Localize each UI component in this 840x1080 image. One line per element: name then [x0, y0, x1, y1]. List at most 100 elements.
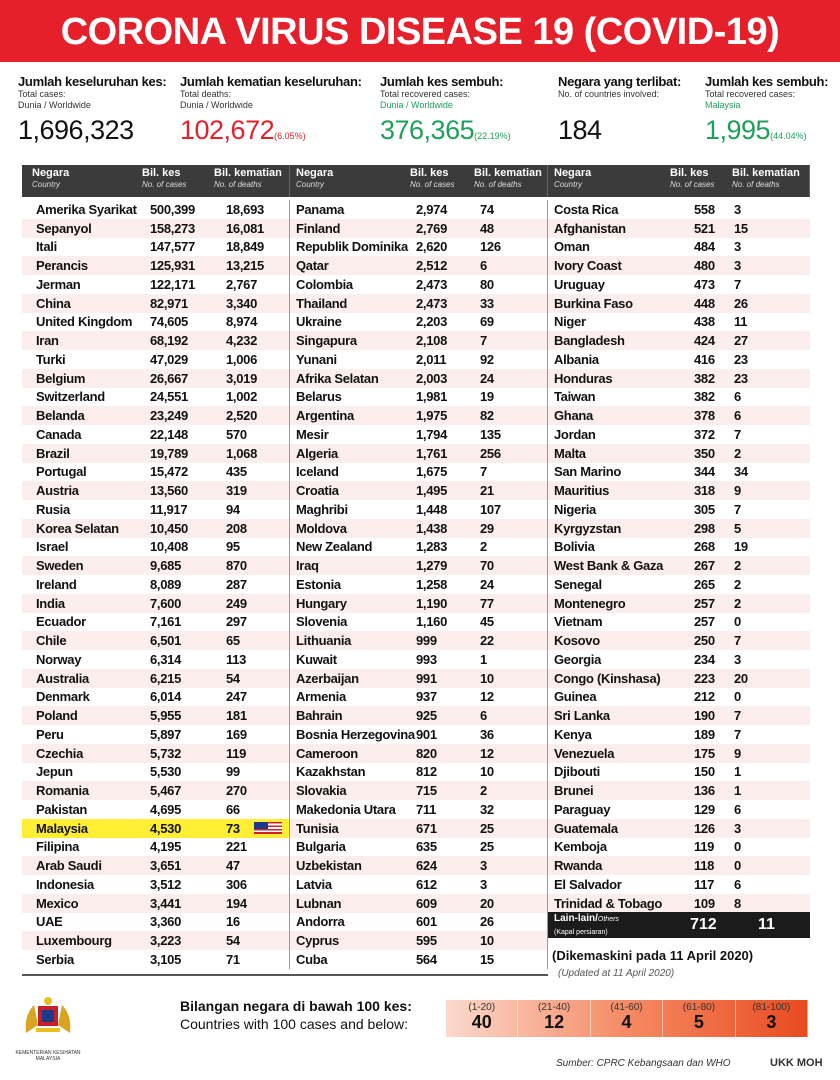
case-count: 6,215 — [150, 670, 182, 686]
country-name: Malaysia — [36, 820, 88, 836]
case-count: 382 — [694, 389, 715, 405]
table-row: United Kingdom 74,605 8,974 — [22, 313, 289, 332]
table-row: Israel 10,408 95 — [22, 538, 289, 557]
case-count: 612 — [416, 876, 437, 892]
header-country: Negara Country — [32, 168, 69, 190]
death-count: 26 — [734, 295, 748, 311]
death-count: 80 — [480, 276, 494, 292]
death-count: 2 — [734, 445, 741, 461]
header-cases: Bil. kes No. of cases — [142, 168, 186, 190]
bin-range: (61-80) — [682, 1002, 716, 1013]
case-count: 1,495 — [416, 483, 448, 499]
table-row: Guatemala 126 3 — [548, 818, 810, 838]
table-row: Uruguay 473 7 — [548, 275, 810, 294]
death-count: 20 — [734, 670, 748, 686]
table-row: West Bank & Gaza 267 2 — [548, 556, 810, 575]
case-count: 19,789 — [150, 445, 188, 461]
case-count: 991 — [416, 670, 437, 686]
country-name: Makedonia Utara — [296, 801, 396, 817]
case-count: 10,450 — [150, 520, 188, 536]
case-count: 4,195 — [150, 839, 182, 855]
death-count: 1 — [734, 764, 741, 780]
table-row: Portugal 15,472 435 — [22, 463, 289, 482]
under100-title: Bilangan negara di bawah 100 kes: — [180, 998, 412, 1014]
stat-block: Jumlah kes sembuh: Total recovered cases:… — [380, 74, 511, 146]
table-header-group: Negara Country Bil. kes No. of cases Bil. ke… — [22, 165, 290, 197]
stat-sub: Total deaths: — [180, 89, 232, 99]
case-count: 1,448 — [416, 501, 448, 517]
table-row: Iceland 1,675 7 — [290, 463, 547, 482]
stat-block: Negara yang terlibat: No. of countries in… — [558, 74, 681, 146]
country-name: Paraguay — [554, 801, 611, 817]
table-row: Peru 5,897 169 — [22, 725, 289, 744]
case-count: 671 — [416, 820, 437, 836]
table-row: Mexico 3,441 194 — [22, 893, 289, 913]
case-count: 999 — [416, 633, 437, 649]
death-count: 77 — [480, 595, 494, 611]
header-deaths-label: Bil. kematian — [732, 167, 800, 179]
death-count: 47 — [226, 858, 240, 874]
table-row: Cyprus 595 10 — [290, 931, 547, 950]
table-column-3: Costa Rica 558 3 Afghanistan 521 15 Oman 484 3 Iv… — [548, 200, 810, 913]
death-count: 71 — [226, 951, 240, 967]
death-count: 208 — [226, 520, 247, 536]
death-count: 6 — [734, 801, 741, 817]
death-count: 73 — [226, 820, 240, 836]
header-deaths-en: No. of deaths — [732, 180, 780, 189]
bin-range: (41-60) — [610, 1002, 643, 1013]
country-name: Switzerland — [36, 389, 105, 405]
country-name: Canada — [36, 426, 82, 442]
country-name: India — [36, 595, 65, 611]
stat-scope: Dunia / Worldwide — [180, 100, 253, 110]
death-count: 19 — [480, 389, 494, 405]
death-count: 3,019 — [226, 370, 258, 386]
death-count: 2 — [734, 576, 741, 592]
country-name: Kenya — [554, 726, 592, 742]
table-row: China 82,971 3,340 — [22, 293, 289, 313]
table-row: Georgia 234 3 — [548, 650, 810, 669]
country-name: Iran — [36, 333, 59, 349]
page-title: CORONA VIRUS DISEASE 19 (COVID-19) — [0, 0, 840, 62]
death-count: 107 — [480, 501, 501, 517]
death-count: 94 — [226, 501, 240, 517]
country-name: Norway — [36, 651, 82, 667]
death-count: 34 — [734, 464, 748, 480]
country-name: Latvia — [296, 876, 332, 892]
table-row: Algeria 1,761 256 — [290, 443, 547, 463]
death-count: 7 — [734, 633, 741, 649]
country-name: Peru — [36, 726, 64, 742]
table-row: UAE 3,360 16 — [22, 913, 289, 932]
country-name: Niger — [554, 314, 586, 330]
country-name: Algeria — [296, 445, 338, 461]
updated-date: (Dikemaskini pada 11 April 2020) — [552, 948, 754, 963]
stat-scope: Dunia / Worldwide — [18, 100, 91, 110]
case-count: 2,512 — [416, 258, 448, 274]
case-count: 372 — [694, 426, 715, 442]
case-count: 901 — [416, 726, 437, 742]
death-count: 9 — [734, 745, 741, 761]
case-count: 122,171 — [150, 276, 195, 292]
table-column-2: Panama 2,974 74 Finland 2,769 48 Republik Domi… — [290, 200, 548, 969]
country-name: Turki — [36, 351, 66, 367]
death-count: 2,767 — [226, 276, 258, 292]
header-country-label: Negara — [296, 167, 334, 179]
country-name: Afrika Selatan — [296, 370, 379, 386]
death-count: 66 — [226, 801, 240, 817]
country-name: Kazakhstan — [296, 764, 366, 780]
case-count: 5,467 — [150, 783, 182, 799]
case-count: 47,029 — [150, 351, 188, 367]
case-count: 10,408 — [150, 539, 188, 555]
case-count: 24,551 — [150, 389, 188, 405]
country-name: Belarus — [296, 389, 342, 405]
table-row: Norway 6,314 113 — [22, 650, 289, 669]
case-count: 129 — [694, 801, 715, 817]
country-name: Vietnam — [554, 614, 603, 630]
table-row: Brazil 19,789 1,068 — [22, 443, 289, 463]
case-count: 23,249 — [150, 408, 188, 424]
table-row: Montenegro 257 2 — [548, 593, 810, 613]
death-count: 1 — [734, 783, 741, 799]
table-row: Latvia 612 3 — [290, 875, 547, 894]
case-count: 609 — [416, 895, 437, 911]
country-name: Belanda — [36, 408, 85, 424]
case-count: 2,003 — [416, 370, 448, 386]
